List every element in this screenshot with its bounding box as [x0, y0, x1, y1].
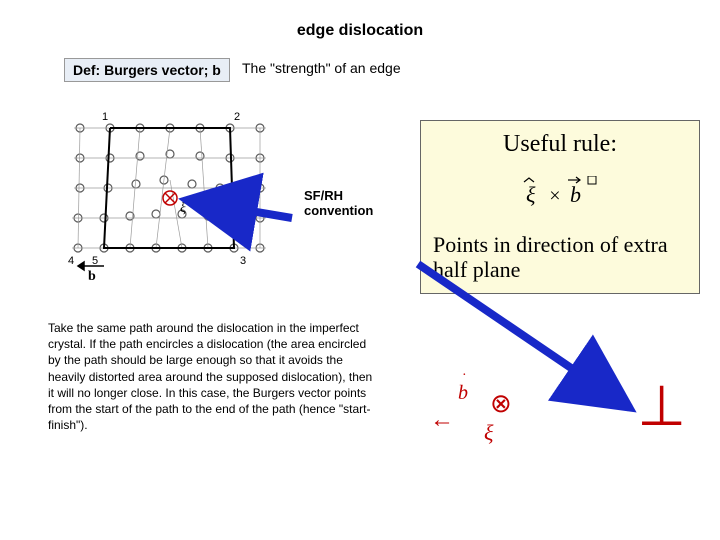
symbol-cluster: · b ← ⊗ ξ ⊥ [430, 370, 700, 480]
lattice-xi-label: ξ [180, 201, 186, 216]
definition-box: Def: Burgers vector; b [64, 58, 230, 82]
edge-dislocation-symbol-icon: ⊥ [637, 374, 686, 439]
svg-text:b: b [88, 269, 96, 284]
rule-formula: ξ × b [433, 176, 687, 218]
xi-into-page-icon: ⊗ [490, 388, 512, 419]
svg-text:1: 1 [102, 111, 108, 123]
rule-title: Useful rule: [433, 131, 687, 158]
b-vector-label: · b [458, 382, 468, 405]
page-title: edge dislocation [297, 22, 423, 40]
explanation-paragraph: Take the same path around the dislocatio… [48, 320, 378, 433]
rule-body: Points in direction of extra half plane [433, 232, 687, 283]
def-label: Def: Burgers vector; b [73, 62, 221, 78]
svg-text:4: 4 [68, 255, 74, 267]
svg-text:3: 3 [240, 255, 246, 267]
svg-text:b: b [570, 182, 581, 207]
sfrh-label: SF/RH convention [304, 188, 373, 218]
b-arrow-left-icon: ← [430, 406, 454, 434]
lattice-figure: ξ 1 2 3 4 5 b [60, 108, 280, 288]
svg-text:5: 5 [92, 255, 98, 267]
useful-rule-box: Useful rule: ξ × b Points in direction o… [420, 120, 700, 294]
svg-text:ξ: ξ [526, 182, 536, 207]
svg-text:×: × [548, 185, 562, 207]
xi-label: ξ [484, 420, 493, 446]
svg-text:2: 2 [234, 111, 240, 123]
subtitle-text: The "strength" of an edge [242, 60, 401, 76]
